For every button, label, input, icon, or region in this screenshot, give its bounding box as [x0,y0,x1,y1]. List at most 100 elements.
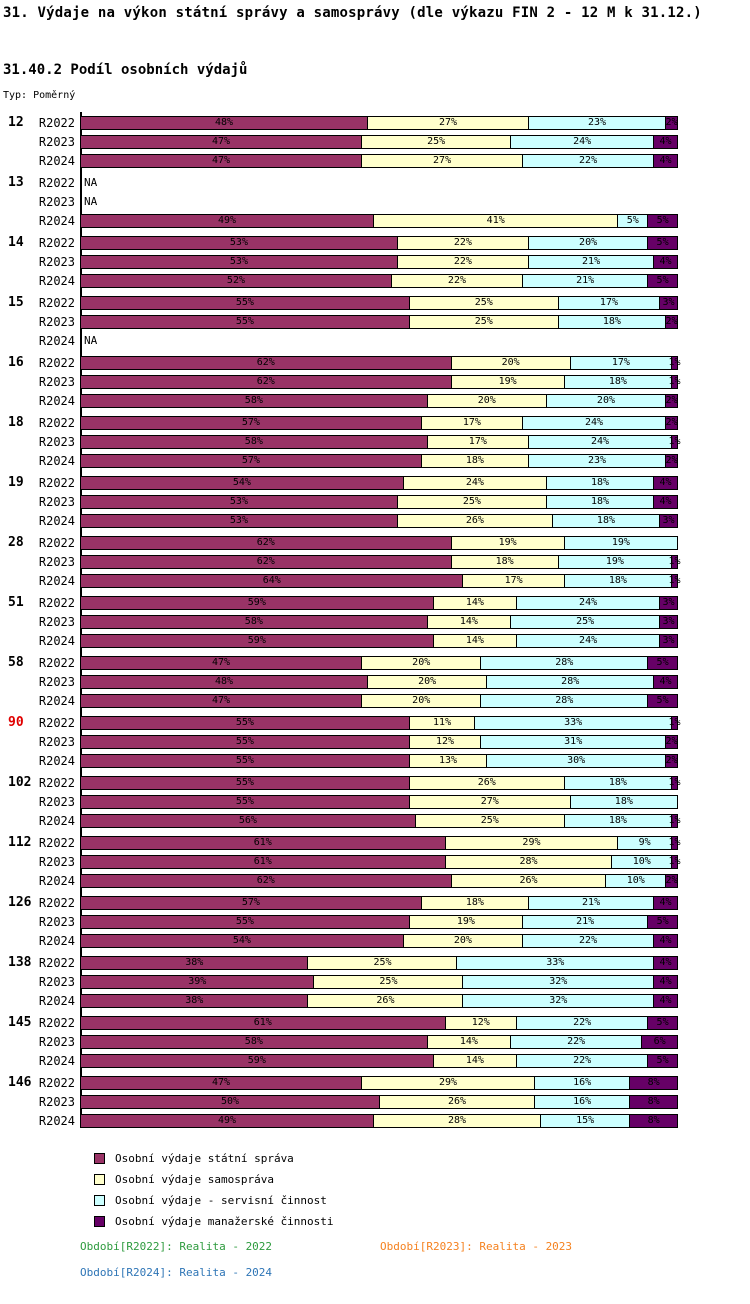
group-label: 14 [8,235,24,250]
stacked-bar: 56% 25% 18% 1% [80,814,681,828]
bar-segment: 26% [396,515,552,527]
segment-value-label: 2% [665,455,678,466]
segment-value-label: 1% [668,777,681,788]
segment-value-label: 58% [244,395,263,406]
bar-segment: 17% [557,297,660,309]
bar-segment: 20% [367,676,487,688]
legend-label: Osobní výdaje - servisní činnost [115,1194,327,1207]
bar-row: R2022 55% 26% 18% 1% [0,776,750,790]
bar-segment: 20% [426,395,546,407]
bar-segment: 24% [510,136,654,148]
bar-segment: 22% [522,935,654,947]
bar-group: 146 R2022 47% 29% 16% 8% R2023 50% 26% 16% 8% R2024… [0,1076,750,1128]
segment-value-label: 18% [608,376,627,387]
segment-value-label: 55% [235,316,254,327]
row-period-label: R2024 [38,874,75,888]
na-label: NA [84,195,98,208]
segment-value-label: 26% [465,515,484,526]
row-period-label: R2022 [38,416,75,430]
segment-value-label: 4% [659,676,672,687]
segment-value-label: 3% [662,597,675,608]
bar-segment: 14% [432,1055,517,1067]
segment-value-label: 18% [602,316,621,327]
bar-segment: 1% [668,837,681,849]
segment-value-label: 62% [256,556,275,567]
bar-segment: 11% [408,717,475,729]
bar-row: R2022 55% 11% 33% 1% [0,716,750,730]
stacked-bar: 55% 19% 21% 5% [80,915,678,929]
segment-value-label: 19% [611,537,630,548]
footer-period-r2023: Období[R2023]: Realita - 2023 [380,1240,573,1253]
segment-value-label: 28% [447,1115,466,1126]
segment-value-label: 31% [564,736,583,747]
stacked-bar: 62% 20% 17% 1% [80,356,681,370]
bar-segment: 55% [81,916,409,928]
row-period-label: R2023 [38,195,75,209]
bar-segment: 28% [486,676,654,688]
stacked-bar: 62% 19% 19% [80,536,678,550]
segment-value-label: 18% [614,796,633,807]
bar-segment: 12% [408,736,481,748]
bar-segment: 19% [563,537,677,549]
bar-segment: 19% [408,916,523,928]
segment-value-label: 23% [587,117,607,128]
segment-value-label: 47% [212,136,231,147]
bar-row: R2022 48% 27% 23% 2% [0,116,750,130]
segment-value-label: 25% [379,976,398,987]
segment-value-label: 16% [573,1077,592,1088]
segment-value-label: 57% [241,417,260,428]
segment-value-label: 14% [465,1055,484,1066]
bar-row: R2022 62% 19% 19% [0,536,750,550]
segment-value-label: 58% [244,1036,263,1047]
bar-row: R2022 61% 12% 22% 5% [0,1016,750,1030]
row-period-label: R2022 [38,956,75,970]
row-period-label: R2024 [38,694,75,708]
bar-group: 28 R2022 62% 19% 19% R2023 62% 18% 19% 1% R2024 64%… [0,536,750,588]
bar-row: R2024 47% 27% 22% 4% [0,154,750,168]
bar-segment: 22% [396,256,528,268]
stacked-bar: 53% 25% 18% 4% [80,495,678,509]
segment-value-label: 10% [626,875,645,886]
bar-segment: 22% [396,237,528,249]
group-label: 58 [8,655,24,670]
bar-segment: 5% [647,695,677,707]
bar-segment: 28% [444,856,612,868]
group-label: 138 [8,955,32,970]
bar-row: R2023 61% 28% 10% 1% [0,855,750,869]
segment-value-label: 5% [656,237,669,248]
segment-value-label: 18% [590,496,610,507]
row-period-label: R2023 [38,675,75,689]
segment-value-label: 27% [480,796,499,807]
row-period-label: R2023 [38,435,75,449]
segment-value-label: 24% [579,597,598,608]
row-period-label: R2023 [38,915,75,929]
group-label: 12 [8,115,24,130]
segment-value-label: 59% [247,635,266,646]
bar-group: 18 R2022 57% 17% 24% 2% R2023 58% 17% 24% 1% R2024 5… [0,416,750,468]
segment-value-label: 38% [185,957,204,968]
bar-segment: 31% [480,736,666,748]
stacked-bar: 58% 20% 20% 2% [80,394,678,408]
bar-row: R2023 55% 27% 18% [0,795,750,809]
bar-segment: 12% [444,1017,517,1029]
segment-value-label: 2% [665,755,678,766]
segment-value-label: 26% [519,875,538,886]
bar-segment: 25% [408,316,558,328]
group-label: 145 [8,1015,32,1030]
bar-group: 15 R2022 55% 25% 17% 3% R2023 55% 25% 18% 2% R2024 N… [0,296,750,348]
segment-value-label: 22% [579,155,598,166]
bar-row: R2022 47% 29% 16% 8% [0,1076,750,1090]
bar-row: R2024 56% 25% 18% 1% [0,814,750,828]
stacked-bar: 61% 28% 10% 1% [80,855,681,869]
bar-segment: 58% [81,1036,427,1048]
stacked-bar: 55% 27% 18% [80,795,678,809]
segment-value-label: 53% [229,496,248,507]
row-period-label: R2022 [38,116,75,130]
bar-group: 51 R2022 59% 14% 24% 3% R2023 58% 14% 25% 3% R2024 5… [0,596,750,648]
bar-segment: 5% [647,275,677,287]
segment-value-label: 61% [253,856,272,867]
segment-value-label: 54% [232,477,251,488]
row-period-label: R2024 [38,154,75,168]
segment-value-label: 23% [587,455,607,466]
bar-segment: 4% [653,897,677,909]
